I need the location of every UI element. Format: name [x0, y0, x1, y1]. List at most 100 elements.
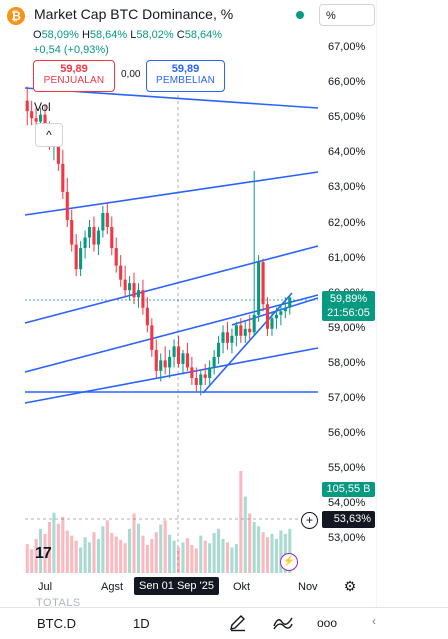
price-change: +0,54 (+0,93%)	[33, 44, 109, 56]
volume-bar	[168, 534, 172, 573]
volume-bar	[203, 540, 207, 573]
volume-bar	[136, 523, 141, 573]
volume-bar	[119, 539, 123, 573]
indicators-icon[interactable]	[272, 612, 294, 634]
price-axis-label: 64,00%	[328, 146, 366, 159]
countdown-timer: 21:56:05	[327, 307, 370, 319]
totals-label: TOTALS	[36, 597, 81, 609]
candle-body	[239, 325, 243, 336]
lightning-icon[interactable]: ⚡	[280, 553, 298, 571]
chevron-up-icon: ^	[46, 128, 52, 142]
candle-body	[230, 335, 234, 343]
volume-bar	[163, 520, 167, 573]
volume-bar	[221, 539, 225, 573]
candle-body	[83, 237, 87, 249]
candle-body	[114, 248, 118, 266]
candle-body	[172, 346, 176, 357]
candle-body	[248, 328, 252, 333]
candle-body	[185, 353, 189, 368]
candle-body	[270, 318, 274, 329]
price-axis-label: 55,00%	[328, 462, 366, 475]
close-key: C	[176, 29, 185, 41]
sell-label: PENJUALAN	[43, 75, 105, 86]
volume-indicator-label[interactable]: Vol	[34, 100, 51, 114]
volume-bar	[87, 542, 92, 573]
trend-line	[24, 294, 319, 373]
volume-bar	[83, 537, 87, 573]
volume-value-tag: 105,55 B	[322, 482, 375, 497]
candle-body	[257, 262, 261, 315]
time-label-jul: Jul	[38, 581, 53, 593]
buy-label: PEMBELIAN	[155, 75, 216, 86]
volume-bar	[217, 528, 221, 573]
volume-bar	[105, 520, 109, 573]
candle-body	[225, 332, 230, 343]
last-price-value: 59,89%	[329, 293, 368, 305]
bottom-toolbar	[0, 607, 448, 638]
volume-bar	[208, 543, 212, 573]
collapse-legend-button[interactable]: ^	[35, 123, 63, 147]
volume-bar	[34, 539, 38, 573]
volume-bar	[185, 538, 189, 573]
sell-button[interactable]: 59,89 PENJUALAN	[33, 60, 115, 92]
price-axis-label: 56,00%	[328, 427, 366, 440]
volume-bar	[270, 533, 274, 573]
ohlc-readout: O58,09% H58,64% L58,02% C58,64%	[33, 29, 222, 41]
symbol-button[interactable]: BTC.D	[37, 616, 76, 631]
volume-bar	[159, 524, 163, 573]
open-key: O	[33, 29, 42, 41]
candle-body	[190, 367, 194, 378]
volume-bar	[176, 547, 181, 573]
price-axis-divider	[376, 0, 377, 607]
interval-button[interactable]: 1D	[133, 616, 150, 631]
volume-bar	[234, 544, 238, 573]
candle-body	[39, 114, 43, 122]
candle-body	[199, 374, 203, 385]
volume-bar	[65, 530, 69, 573]
market-status-dot-icon	[296, 11, 304, 19]
buy-button[interactable]: 59,89 PEMBELIAN	[146, 60, 225, 92]
candle-body	[234, 325, 238, 336]
volume-bar	[225, 542, 230, 573]
spread-value: 0,00	[121, 69, 141, 80]
candle-body	[70, 219, 74, 245]
volume-bar	[25, 544, 29, 573]
time-label-nov: Nov	[298, 581, 318, 593]
scale-dropdown[interactable]: %	[319, 4, 375, 26]
candle-body	[274, 314, 278, 319]
draw-pencil-icon[interactable]	[227, 612, 249, 634]
more-options-icon[interactable]: ooo	[316, 616, 338, 630]
candle-body	[163, 360, 167, 368]
candle-body	[221, 332, 225, 343]
candle-body	[128, 283, 132, 291]
candle-body	[208, 367, 212, 378]
volume-bar	[279, 530, 283, 573]
close-value: 58,64%	[184, 29, 223, 41]
trend-line	[24, 171, 319, 216]
price-axis-label: 59,00%	[328, 321, 366, 334]
symbol-title[interactable]: Market Cap BTC Dominance, %	[34, 6, 234, 22]
scroll-left-arrow-icon[interactable]: ‹	[372, 614, 376, 628]
candle-body	[92, 227, 96, 245]
volume-bar	[52, 512, 56, 573]
candle-body	[110, 227, 114, 249]
time-label-okt: Okt	[233, 581, 251, 593]
tradingview-logo-icon[interactable]: 17	[35, 545, 52, 562]
candle-body	[154, 349, 158, 371]
volume-bar	[199, 535, 203, 573]
candle-body	[150, 325, 154, 350]
candle-body	[168, 356, 172, 368]
add-alert-plus-icon[interactable]: +	[301, 512, 318, 529]
settings-gear-icon[interactable]: ⚙	[343, 578, 357, 594]
price-axis-label: 65,00%	[328, 111, 366, 124]
time-label-agst: Agst	[101, 581, 124, 593]
volume-bar	[30, 549, 34, 573]
volume-bar	[56, 523, 60, 573]
low-value: 58,02%	[136, 29, 174, 41]
candle-body	[123, 279, 127, 291]
bitcoin-logo-icon: ₿	[7, 7, 25, 25]
volume-bar	[74, 540, 78, 573]
candle-body	[243, 328, 247, 336]
volume-bar	[47, 522, 52, 573]
